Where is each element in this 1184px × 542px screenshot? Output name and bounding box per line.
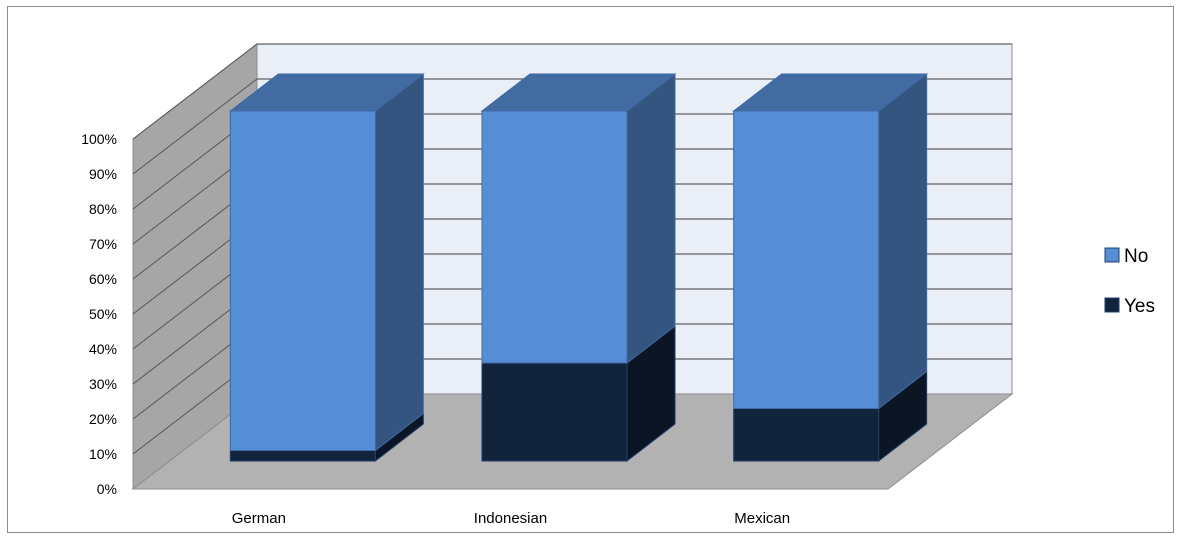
bar-side: [878, 72, 928, 410]
y-tick-label: 70%: [89, 236, 117, 252]
y-tick-label: 50%: [89, 306, 117, 322]
y-tick-label: 90%: [89, 166, 117, 182]
bar-yes: [229, 450, 376, 462]
bar-top: [732, 73, 929, 112]
gridline-side: [132, 78, 258, 175]
bar-side: [374, 72, 424, 452]
x-tick-label: German: [232, 510, 286, 527]
y-tick-label: 60%: [89, 271, 117, 287]
legend-label-yes: Yes: [1124, 296, 1155, 317]
bar-yes: [733, 408, 880, 462]
legend-swatch-yes: [1104, 297, 1120, 313]
y-tick-label: 0%: [97, 481, 117, 497]
bar-no: [481, 110, 628, 364]
gridline-side: [132, 43, 258, 140]
legend-label-no: No: [1124, 246, 1148, 267]
y-tick-label: 40%: [89, 341, 117, 357]
bar-side: [626, 72, 676, 365]
y-tick-label: 10%: [89, 446, 117, 462]
bar-yes: [481, 362, 628, 462]
x-tick-label: Mexican: [734, 510, 790, 527]
y-tick-label: 20%: [89, 411, 117, 427]
bar-top: [228, 73, 425, 112]
y-tick-label: 80%: [89, 201, 117, 217]
bar-top: [480, 73, 677, 112]
bar-no: [733, 110, 880, 409]
legend-swatch-no: [1104, 247, 1120, 263]
y-tick-label: 30%: [89, 376, 117, 392]
y-tick-label: 100%: [81, 131, 117, 147]
bar-no: [229, 110, 376, 451]
x-tick-label: Indonesian: [474, 510, 547, 527]
